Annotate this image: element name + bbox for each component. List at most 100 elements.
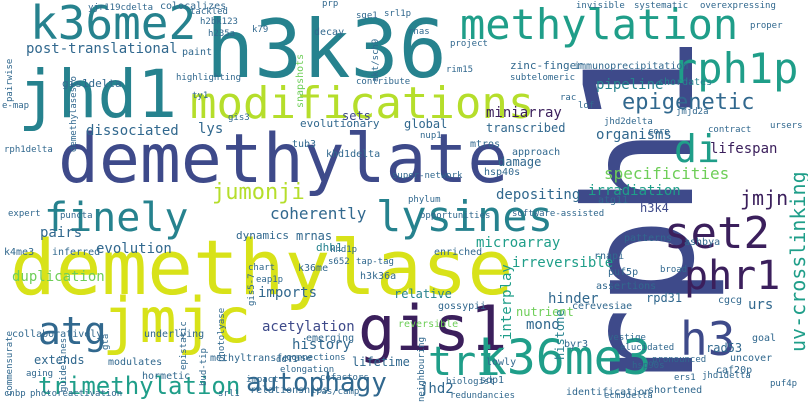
word: coherently [270,204,367,223]
word: atg [38,309,107,353]
word: tri [428,339,501,385]
word: h3k36a [360,271,397,282]
word: rph1delta [4,145,53,155]
word: reversible [398,319,459,330]
word: ty1 [192,91,209,101]
word: core [648,127,670,137]
word: puncta [60,211,93,221]
word: k36me2 [30,0,197,50]
word: modifications [190,78,535,129]
word: rnapi [594,251,625,262]
word: approach [512,147,561,158]
word: rad53 [706,341,743,355]
word: demethylasesto [69,76,79,152]
word: opportunities [420,211,491,221]
word: elucidated [620,343,675,353]
word: lifespan [710,141,778,157]
word: epigenetic [622,90,755,115]
word: evolutionary [300,117,380,130]
word: set2 [664,208,770,259]
word: puf4p [770,379,798,389]
word: akt/sch9 [371,38,381,82]
word: mrnas [296,229,333,243]
word: prp [322,0,339,9]
word: k36me3 [478,330,652,386]
word: lof [578,101,595,111]
word: ursers [770,121,803,131]
word: emerging [306,333,355,344]
word: neighbouring [417,336,427,402]
word: eap1p [256,275,284,285]
word: sdp1 [480,375,505,386]
word: enriched [434,247,483,258]
word: jhd1delta [702,371,751,381]
word: systematic [634,1,689,11]
word: khd1delta [326,149,381,160]
word: mono [526,317,560,333]
word: evolution [96,241,172,257]
word: h3k36 [206,3,447,96]
word: epistatic [179,321,189,370]
word: rac [560,93,577,103]
word: zinc-finger [510,59,583,72]
word: post-translational [26,41,178,57]
word: contract [708,125,752,135]
word: super-network [392,171,463,181]
word: urs [748,297,774,313]
word: chart [248,263,276,273]
word: ras/camp [316,387,360,397]
word: finely [44,195,189,241]
word: vestige [608,333,646,343]
word: microarray [476,235,561,251]
word: goal [752,333,777,344]
word: nutrient [516,305,574,319]
word: organisms [596,127,672,143]
word: khd1p [330,245,358,255]
word: gta [101,333,111,350]
word: guidelines [59,337,69,392]
word: connections [286,353,346,363]
word: uv-crosslinking [786,171,808,352]
word: rpd31 [646,291,683,305]
word: immunoprecipitation [574,61,689,72]
word: colocalizes [160,1,227,12]
word: gis1 [358,292,508,365]
word: ers1 [674,373,696,383]
word: relationships [250,385,329,396]
word: gossypii [438,301,487,312]
word: h3k4 [640,201,669,215]
word: pronounced [652,355,707,365]
word: depositing [496,187,581,203]
word: inferred [52,247,101,258]
word: bud-tip [199,348,209,386]
word: cofactors [320,373,369,383]
word: uncover [730,353,773,364]
word: paint [182,47,213,58]
word: demethylate [58,120,509,199]
word: transcribed [486,121,566,135]
word: acetylation [262,319,355,335]
word: damage [498,155,542,169]
word: cnbp [4,389,26,399]
word: tackled [190,7,228,17]
word: dissociated [86,123,179,139]
word: phylum [408,195,441,205]
word: e-map [2,101,30,111]
word: tap-tag [356,257,394,267]
word: specificities [604,164,730,183]
word: relative [394,287,452,301]
word: software-assisted [512,209,605,219]
word: rim15 [446,65,474,75]
word: cerevesiae [572,301,633,312]
word: impact [246,375,279,385]
word: k4me3 [4,247,35,258]
word: elongation [280,365,335,375]
word: assertions [596,281,657,292]
word: atg11 [598,195,629,206]
word: jmjd2a [676,107,709,117]
word: gis1delta [62,77,122,90]
word: imports [258,285,318,301]
word: underlying [144,329,205,340]
word: irreversible [512,255,614,271]
